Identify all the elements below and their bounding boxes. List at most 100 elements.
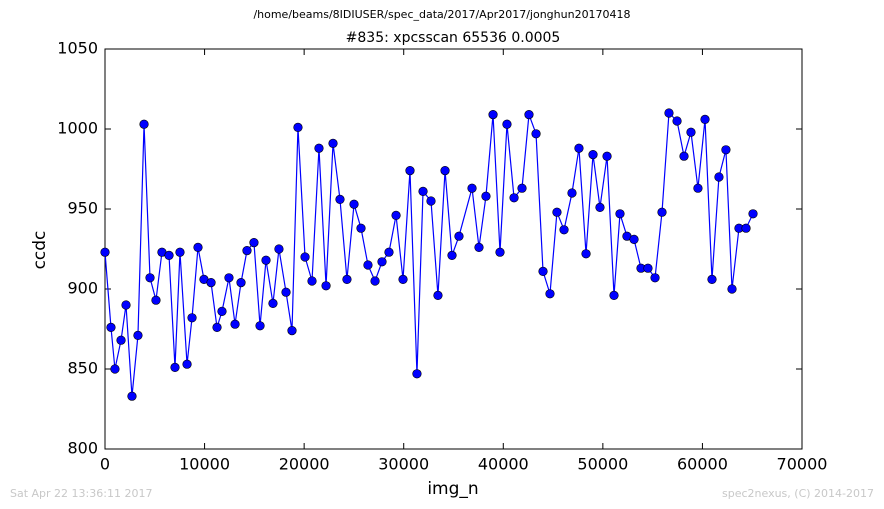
data-point [615, 209, 625, 219]
x-tick-label: 30000 [378, 455, 429, 474]
x-axis-label: img_n [427, 479, 478, 499]
data-point [741, 223, 751, 233]
data-point [629, 234, 639, 244]
data-point [206, 278, 216, 288]
data-point [307, 276, 317, 286]
data-point [133, 330, 143, 341]
y-tick-label: 850 [67, 359, 98, 378]
data-point [454, 231, 464, 241]
data-point [356, 223, 366, 233]
footer-credit: spec2nexus, (C) 2014-2017 [722, 487, 874, 500]
data-point [139, 119, 149, 129]
data-point [545, 289, 555, 299]
data-point [384, 247, 394, 257]
x-tick-label: 0 [100, 455, 110, 474]
data-point [110, 364, 120, 374]
data-point [224, 273, 234, 283]
data-point [268, 298, 278, 309]
data-point [151, 295, 161, 305]
data-point [524, 109, 534, 120]
x-tick-label: 10000 [179, 455, 230, 474]
x-tick-label: 70000 [777, 455, 828, 474]
y-tick-label: 1000 [57, 119, 98, 138]
data-point [321, 281, 331, 291]
data-point [650, 273, 660, 283]
y-tick-label: 1050 [57, 39, 98, 58]
data-point [502, 119, 512, 129]
data-point [287, 326, 297, 336]
data-point [707, 274, 717, 285]
y-tick-label: 900 [67, 279, 98, 298]
data-point [300, 252, 310, 262]
data-point [236, 278, 246, 288]
data-point [335, 194, 345, 204]
x-tick-label: 50000 [577, 455, 628, 474]
data-point [217, 306, 227, 317]
data-point [495, 247, 505, 257]
data-point [274, 244, 284, 254]
data-point [398, 274, 408, 285]
data-point [467, 183, 477, 193]
data-point [418, 186, 428, 196]
data-point [145, 273, 155, 283]
data-point [643, 263, 653, 273]
data-point [342, 274, 352, 285]
data-point [170, 362, 180, 373]
data-point [100, 247, 110, 257]
data-point [727, 284, 737, 294]
data-point [672, 116, 682, 126]
data-point [328, 138, 338, 148]
data-point [106, 322, 116, 333]
data-point [230, 319, 240, 329]
data-point [679, 151, 689, 161]
data-point [602, 151, 612, 161]
data-point [377, 257, 387, 267]
data-point [426, 196, 436, 206]
chart-title: #835: xpcsscan 65536 0.0005 [346, 30, 561, 46]
data-point [509, 193, 519, 203]
data-point [212, 322, 222, 333]
data-point [488, 109, 498, 120]
data-point [574, 143, 584, 153]
footer-date: Sat Apr 22 13:36:11 2017 [10, 487, 152, 500]
data-point [721, 145, 731, 155]
data-point [447, 250, 457, 260]
data-point [609, 290, 619, 301]
x-tick-label: 60000 [677, 455, 728, 474]
data-point [693, 183, 703, 193]
data-point [281, 287, 291, 297]
data-point [121, 300, 131, 310]
data-point [531, 129, 541, 139]
data-point [657, 207, 667, 217]
data-point [588, 150, 598, 160]
data-point [261, 255, 271, 265]
data-point [440, 166, 450, 176]
data-point [249, 238, 259, 248]
data-line [104, 111, 754, 397]
data-point [255, 321, 265, 331]
data-point [363, 260, 373, 270]
data-point [538, 266, 548, 277]
data-point [175, 247, 185, 257]
x-tick-label: 40000 [478, 455, 529, 474]
data-point [433, 290, 443, 301]
data-point [517, 183, 527, 193]
plot-frame [104, 48, 803, 450]
data-point [182, 359, 192, 369]
data-point [116, 335, 126, 345]
data-point [581, 249, 591, 259]
y-axis-label: ccdc [30, 231, 50, 270]
data-point [714, 172, 724, 182]
data-point [242, 246, 252, 256]
data-point [293, 122, 303, 132]
y-tick-label: 950 [67, 199, 98, 218]
data-point [567, 188, 577, 198]
data-point [314, 143, 324, 153]
data-point [664, 108, 674, 118]
x-tick-label: 20000 [279, 455, 330, 474]
data-point [349, 199, 359, 209]
data-point [127, 391, 137, 401]
data-point [559, 225, 569, 235]
data-point [405, 166, 415, 176]
